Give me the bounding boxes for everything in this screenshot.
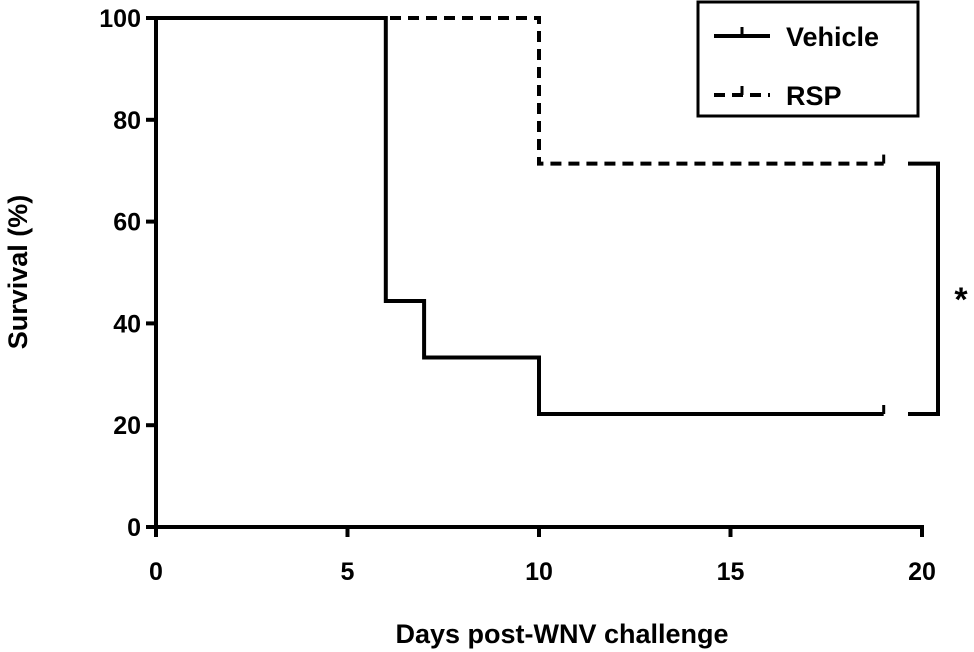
annotations: * (908, 161, 968, 417)
y-tick-label: 60 (113, 209, 141, 237)
y-tick-label: 0 (127, 514, 141, 542)
x-tick-label: 5 (341, 558, 355, 586)
y-tick-label: 20 (113, 412, 141, 440)
x-tick-label: 15 (717, 558, 745, 586)
axes: 0 20 40 60 80 100 0 5 10 15 20 (99, 5, 936, 586)
series-line-vehicle (156, 16, 884, 417)
legend: Vehicle RSP (696, 0, 920, 118)
x-tick-label: 20 (908, 558, 936, 586)
x-axis-title: Days post-WNV challenge (395, 619, 728, 649)
y-tick-label: 40 (113, 310, 141, 338)
series-line-rsp (156, 16, 884, 166)
significance-bracket (908, 161, 940, 417)
x-tick-label: 10 (525, 558, 553, 586)
significance-star: * (954, 281, 968, 319)
series-layer (156, 16, 886, 417)
y-tick-label: 80 (113, 107, 141, 135)
legend-label-rsp: RSP (786, 81, 842, 111)
y-axis-title: Survival (%) (3, 195, 33, 350)
x-tick-label: 0 (149, 558, 163, 586)
y-tick-label: 100 (99, 5, 141, 33)
legend-label-vehicle: Vehicle (786, 22, 879, 52)
